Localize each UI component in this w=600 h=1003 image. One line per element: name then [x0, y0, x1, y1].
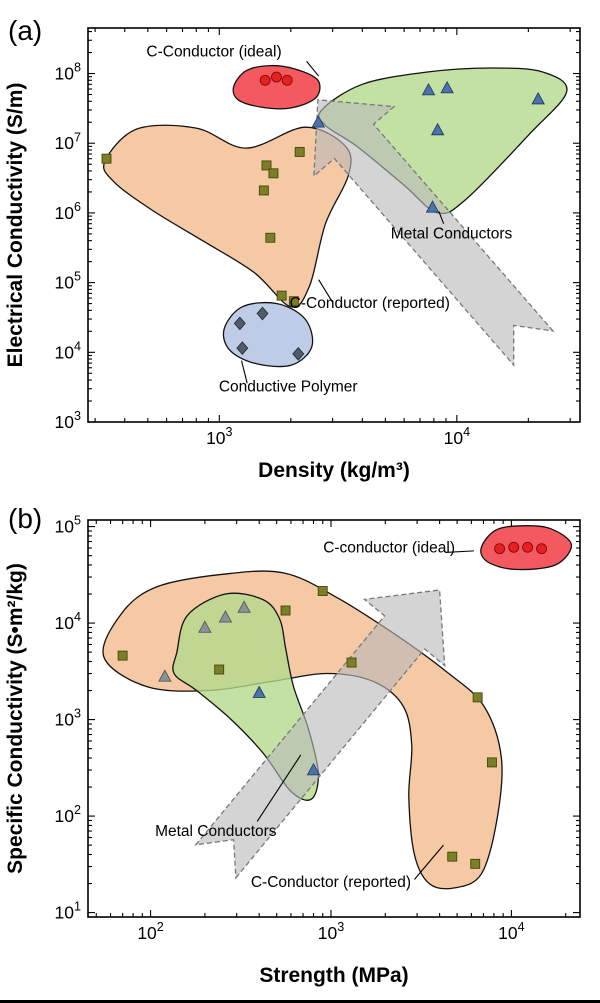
label-conductive-polymer-line [240, 360, 248, 384]
y-tick-label: 103 [55, 409, 81, 432]
square-marker [101, 153, 112, 164]
y-tick-label: 105 [55, 270, 81, 293]
square-marker [276, 290, 287, 301]
y-axis-title: Specific Conductivity (S•m²/kg) [4, 563, 27, 874]
y-tick-label: 103 [55, 707, 81, 730]
plot-frame [87, 519, 581, 918]
y-tick-label: 101 [55, 900, 81, 923]
y-tick-label: 107 [55, 130, 81, 153]
square-marker [268, 168, 279, 179]
x-tick-label: 104 [498, 920, 524, 943]
panel-letter: (b) [8, 503, 42, 534]
square-marker [258, 185, 269, 196]
square-marker [117, 650, 128, 661]
x-tick-label: 102 [137, 920, 163, 943]
square-marker [214, 664, 225, 675]
triangle-marker [430, 122, 445, 136]
x-axis-title: Density (kg/m³) [258, 459, 410, 482]
label-metal-conductors-line [438, 211, 445, 224]
panel-letter: (a) [8, 15, 42, 46]
square-marker [346, 657, 357, 668]
series-ideal-c-conductor [259, 71, 293, 86]
diamond-marker [236, 341, 249, 355]
diamond-marker [233, 316, 246, 331]
x-axis-title: Strength (MPa) [259, 964, 408, 987]
region-c-conductor-ideal [232, 64, 321, 110]
tick-labels: 103 104 103 104 105 106 107 108 [55, 61, 471, 448]
x-tick-label: 103 [318, 920, 344, 943]
triangle-marker [158, 669, 172, 682]
plot-frame [87, 27, 581, 423]
square-marker [265, 232, 276, 243]
circle-marker [536, 543, 548, 555]
square-marker [294, 146, 305, 157]
triangle-marker [440, 80, 454, 94]
y-tick-label: 104 [55, 339, 81, 362]
panel-b-chart: 102 103 104 101 102 103 104 105 Strength (MPa) Sp… [4, 503, 581, 987]
trend-arrow [313, 99, 555, 367]
square-marker [261, 160, 272, 171]
label-metal-conductors-line [256, 754, 302, 822]
triangle-marker [252, 685, 266, 698]
y-axis-title: Electrical Conductivity (S/m) [4, 83, 27, 368]
y-tick-label: 104 [55, 610, 81, 633]
trend-arrow [194, 589, 446, 880]
triangle-marker [531, 91, 545, 105]
square-marker [280, 605, 291, 616]
y-tick-label: 102 [55, 803, 81, 826]
series-reported-c-conductor [117, 586, 497, 869]
square-marker [288, 296, 299, 307]
series-metal-conductors-blue [252, 685, 321, 776]
circle-marker [271, 71, 282, 83]
diamond-marker [256, 306, 269, 321]
square-marker [470, 858, 481, 869]
x-tick-label: 103 [206, 425, 232, 448]
circle-marker [508, 541, 520, 553]
y-tick-label: 105 [55, 514, 81, 537]
y-tick-label: 106 [55, 200, 81, 223]
diamond-marker [292, 346, 305, 361]
tick-labels: 102 103 104 101 102 103 104 105 [55, 514, 525, 943]
triangle-marker [421, 82, 436, 96]
circle-marker [281, 74, 293, 86]
circle-marker [494, 543, 506, 555]
circle-marker [522, 541, 534, 553]
series-ideal-c-conductor [494, 541, 548, 555]
series-conductive-polymer [233, 306, 305, 361]
plot-area [101, 64, 568, 368]
region-c-conductor-reported [102, 124, 352, 308]
square-marker [472, 692, 483, 703]
x-tick-label: 104 [444, 425, 470, 448]
y-tick-label: 108 [55, 61, 81, 84]
label-c-conductor-ideal: C-conductor (ideal) [323, 539, 455, 556]
plot-area [102, 525, 573, 890]
square-marker [317, 586, 328, 596]
panel-a-chart: 103 104 103 104 105 106 107 108 Density (kg/m³) E… [4, 15, 581, 482]
triangle-marker [218, 610, 233, 623]
triangle-marker [425, 200, 440, 213]
figure-bottom-border [0, 1000, 600, 1003]
label-c-conductor-reported-line [413, 844, 444, 880]
triangle-marker [306, 762, 321, 776]
triangle-marker [237, 600, 251, 613]
series-metal-conductors [311, 80, 545, 213]
label-c-conductor-reported-line [318, 279, 334, 303]
label-c-conductor-reported: C-Conductor (reported) [290, 295, 450, 312]
triangle-marker [311, 115, 326, 128]
series-metal-conductors-gray [158, 600, 251, 682]
triangle-marker [198, 620, 212, 633]
square-marker [486, 757, 497, 768]
label-c-conductor-ideal: C-Conductor (ideal) [146, 44, 281, 61]
series-reported-c-conductor [101, 146, 305, 307]
label-metal-conductors: Metal Conductors [155, 823, 277, 840]
circle-marker [259, 74, 271, 86]
square-marker [447, 851, 458, 862]
label-c-conductor-ideal-line [445, 550, 474, 553]
label-c-conductor-ideal-line [306, 60, 320, 77]
label-c-conductor-reported: C-Conductor (reported) [251, 874, 411, 891]
label-metal-conductors: Metal Conductors [391, 225, 513, 242]
label-conductive-polymer: Conductive Polymer [219, 378, 358, 395]
